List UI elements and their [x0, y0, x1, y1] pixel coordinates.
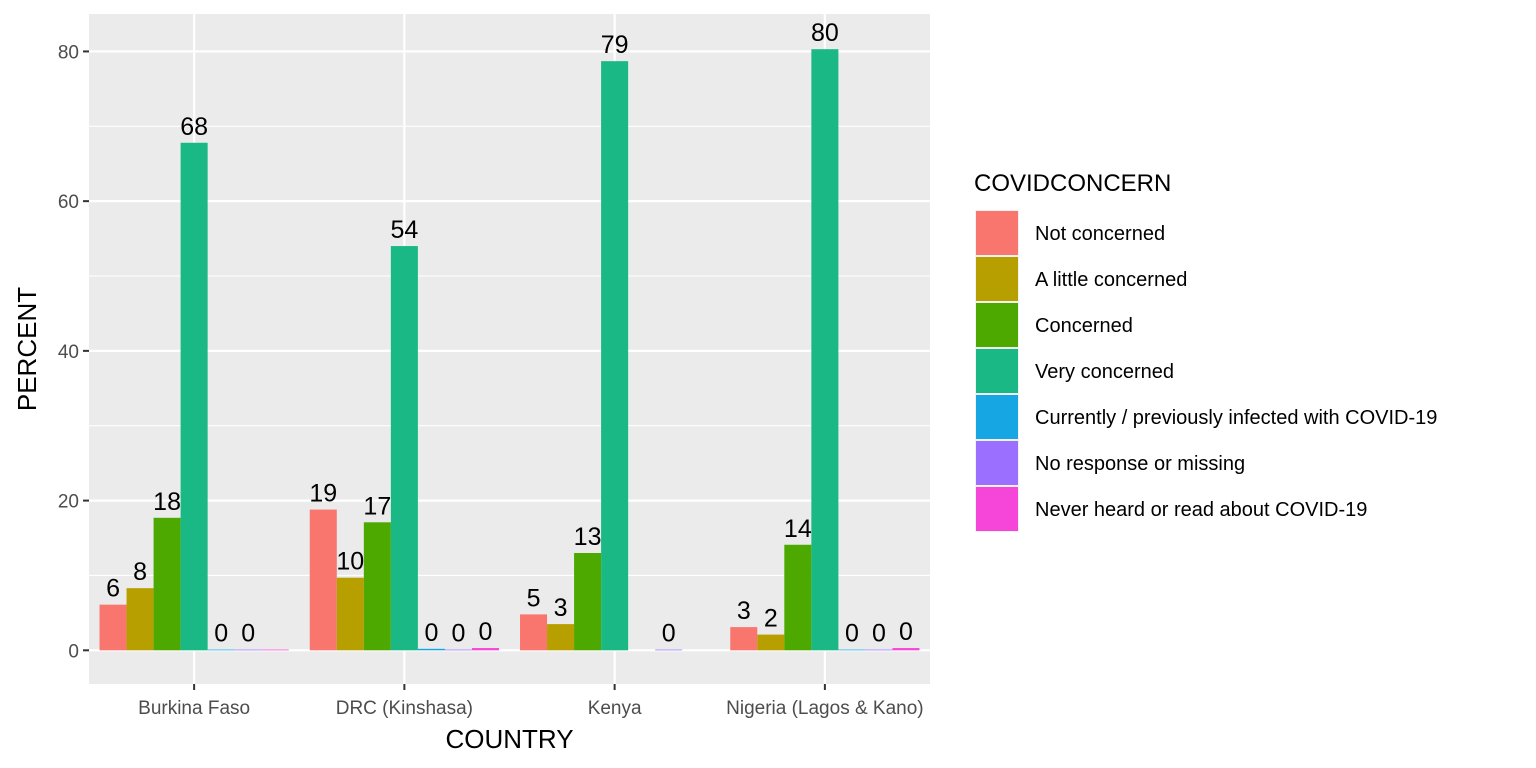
data-label: 0 [479, 618, 493, 646]
data-label: 68 [180, 113, 208, 141]
x-tick-label: Burkina Faso [138, 698, 250, 719]
y-axis-title: PERCENT [12, 287, 42, 411]
bar [730, 627, 758, 651]
data-label: 8 [133, 558, 147, 586]
legend-label: Not concerned [1035, 223, 1165, 245]
data-label: 10 [336, 548, 364, 576]
x-tick-label: DRC (Kinshasa) [336, 698, 473, 719]
data-label: 18 [153, 488, 181, 516]
x-axis-title: COUNTRY [445, 724, 573, 754]
bar [390, 246, 418, 651]
data-label: 54 [390, 216, 418, 244]
bar [547, 624, 575, 651]
data-label: 19 [309, 480, 337, 508]
bar [336, 577, 364, 651]
y-tick-label: 20 [58, 492, 79, 513]
bars [99, 49, 920, 651]
legend-swatch [976, 395, 1018, 439]
data-label: 2 [764, 605, 778, 633]
bar [471, 648, 499, 651]
legend-swatch [976, 349, 1018, 393]
data-label: 3 [554, 594, 568, 622]
data-label: 3 [737, 597, 751, 625]
bar [207, 649, 235, 651]
bar [234, 649, 262, 651]
bar [417, 648, 445, 651]
data-label: 0 [241, 620, 255, 648]
data-label: 80 [811, 19, 839, 47]
legend-label: Concerned [1035, 315, 1133, 337]
data-label: 13 [574, 523, 602, 551]
data-label: 5 [527, 584, 541, 612]
bar [892, 648, 920, 651]
bar [444, 649, 472, 651]
bar [309, 509, 337, 651]
bar [99, 604, 127, 651]
bar [520, 614, 548, 651]
legend-swatch [976, 441, 1018, 485]
bar [574, 552, 602, 651]
legend-label: No response or missing [1035, 453, 1245, 475]
bar [838, 649, 866, 651]
bar [126, 588, 154, 651]
data-label: 6 [106, 575, 120, 603]
legend-label: Very concerned [1035, 361, 1174, 383]
bar [655, 649, 683, 651]
data-label: 0 [899, 618, 913, 646]
legend-title: COVIDCONCERN [974, 170, 1171, 197]
y-tick-label: 80 [58, 42, 79, 63]
data-label: 0 [451, 620, 465, 648]
bar [757, 634, 785, 651]
data-label: 14 [784, 515, 812, 543]
y-tick-label: 60 [58, 192, 79, 213]
data-label: 0 [214, 620, 228, 648]
legend-swatch [976, 487, 1018, 531]
y-tick-label: 0 [68, 641, 79, 662]
legend-label: A little concerned [1035, 269, 1187, 291]
data-label: 0 [872, 620, 886, 648]
bar [865, 649, 893, 651]
data-label: 79 [601, 31, 629, 59]
bar [601, 61, 629, 651]
bar [261, 649, 289, 651]
legend: COVIDCONCERN Not concerned A little conce… [974, 170, 1437, 532]
legend-swatch [976, 211, 1018, 255]
y-tick-label: 40 [58, 342, 79, 363]
bar [180, 142, 208, 651]
bar [363, 522, 391, 651]
x-axis: Burkina Faso DRC (Kinshasa) Kenya Nigeria (… [138, 684, 924, 719]
data-label: 0 [845, 620, 859, 648]
x-tick-label: Nigeria (Lagos & Kano) [726, 698, 924, 719]
data-label: 0 [662, 620, 676, 648]
bar [784, 544, 812, 651]
bar [811, 49, 839, 651]
data-label: 0 [424, 619, 438, 647]
data-label: 17 [363, 492, 391, 520]
x-tick-label: Kenya [588, 698, 642, 719]
legend-label: Currently / previously infected with COV… [1035, 407, 1437, 429]
legend-swatch [976, 257, 1018, 301]
bar [153, 517, 181, 651]
legend-swatch [976, 303, 1018, 347]
y-axis: 0 20 40 60 80 [58, 42, 89, 662]
legend-label: Never heard or read about COVID-19 [1035, 499, 1367, 521]
